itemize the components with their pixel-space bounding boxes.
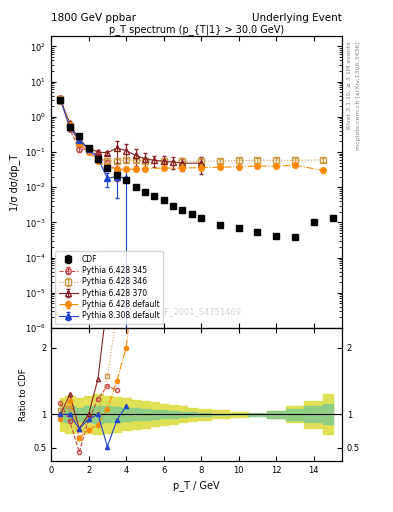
Text: mcplots.cern.ch [arXiv:1306.3436]: mcplots.cern.ch [arXiv:1306.3436]	[356, 41, 362, 151]
Text: CDF_2001_S4751469: CDF_2001_S4751469	[152, 307, 241, 316]
Title: p_T spectrum (p_{T|1} > 30.0 GeV): p_T spectrum (p_{T|1} > 30.0 GeV)	[109, 24, 284, 35]
Text: Underlying Event: Underlying Event	[252, 13, 342, 23]
Text: Rivet 3.1.10, ≥ 3.1M events: Rivet 3.1.10, ≥ 3.1M events	[346, 41, 351, 129]
Text: 1800 GeV ppbar: 1800 GeV ppbar	[51, 13, 136, 23]
Y-axis label: 1/σ dσ/dp_T: 1/σ dσ/dp_T	[9, 153, 20, 210]
Legend: CDF, Pythia 6.428 345, Pythia 6.428 346, Pythia 6.428 370, Pythia 6.428 default,: CDF, Pythia 6.428 345, Pythia 6.428 346,…	[55, 251, 163, 324]
X-axis label: p_T / GeV: p_T / GeV	[173, 480, 220, 491]
Y-axis label: Ratio to CDF: Ratio to CDF	[18, 368, 28, 421]
